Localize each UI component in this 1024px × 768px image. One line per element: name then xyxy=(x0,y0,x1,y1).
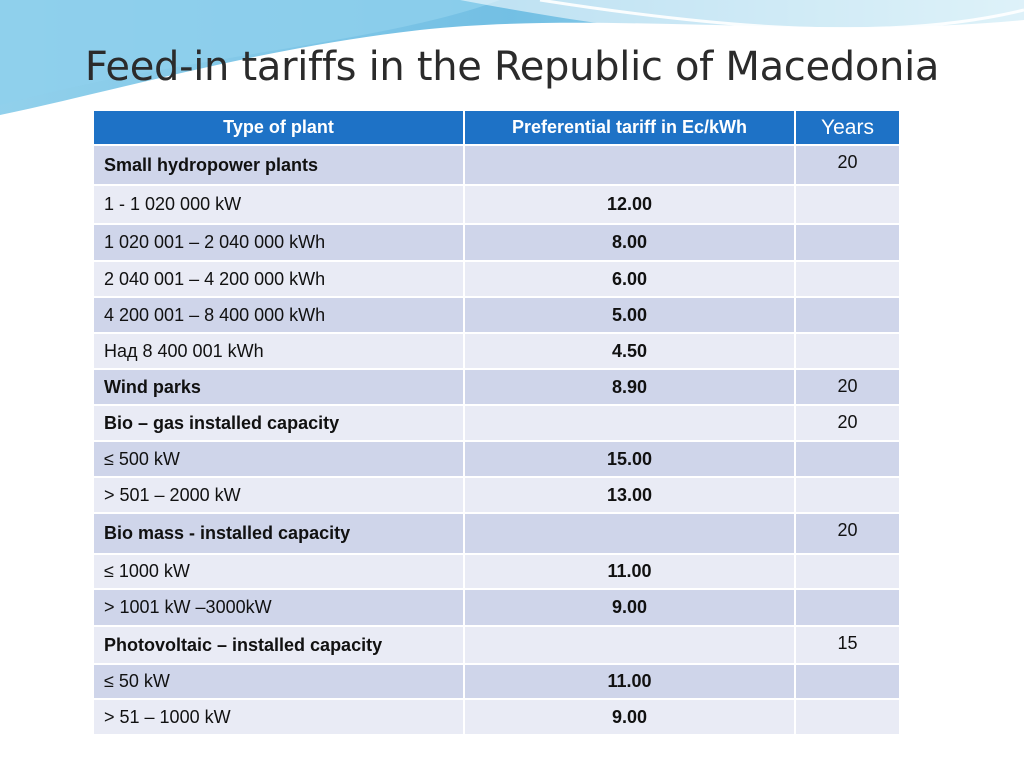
years-cell xyxy=(794,698,901,736)
tariff-cell: 11.00 xyxy=(463,553,796,590)
plant-type-cell: ≤ 50 kW xyxy=(92,663,465,700)
plant-type-cell: 4 200 001 – 8 400 000 kWh xyxy=(92,296,465,334)
tariff-cell xyxy=(463,404,796,442)
years-cell xyxy=(794,184,901,225)
column-header-tariff: Preferential tariff in Ec/kWh xyxy=(463,109,796,146)
header-wave-decoration xyxy=(0,0,1024,121)
years-cell xyxy=(794,440,901,478)
table-row: Small hydropower plants 20 xyxy=(92,144,901,186)
plant-type-cell: Над 8 400 001 kWh xyxy=(92,332,465,370)
plant-type-cell: Wind parks xyxy=(92,368,465,406)
tariff-cell: 13.00 xyxy=(463,476,796,514)
plant-type-cell: Small hydropower plants xyxy=(92,144,465,186)
column-header-years: Years xyxy=(794,109,901,146)
table-row: 4 200 001 – 8 400 000 kWh 5.00 xyxy=(92,296,901,334)
years-cell: 20 xyxy=(794,512,901,555)
tariff-cell: 8.00 xyxy=(463,223,796,262)
table-row: > 501 – 2000 kW 13.00 xyxy=(92,476,901,514)
tariff-cell: 9.00 xyxy=(463,588,796,627)
years-cell: 15 xyxy=(794,625,901,665)
tariff-cell: 5.00 xyxy=(463,296,796,334)
years-cell xyxy=(794,588,901,627)
plant-type-cell: ≤ 500 kW xyxy=(92,440,465,478)
plant-type-cell: > 501 – 2000 kW xyxy=(92,476,465,514)
years-cell xyxy=(794,663,901,700)
tariff-cell: 15.00 xyxy=(463,440,796,478)
plant-type-cell: > 1001 kW –3000kW xyxy=(92,588,465,627)
table-row: 1 020 001 – 2 040 000 kWh 8.00 xyxy=(92,223,901,262)
tariff-cell: 9.00 xyxy=(463,698,796,736)
tariff-table: Type of plant Preferential tariff in Ec/… xyxy=(92,109,901,736)
table-row: 2 040 001 – 4 200 000 kWh 6.00 xyxy=(92,260,901,298)
years-cell xyxy=(794,296,901,334)
plant-type-cell: 2 040 001 – 4 200 000 kWh xyxy=(92,260,465,298)
tariff-cell: 11.00 xyxy=(463,663,796,700)
table-row: > 51 – 1000 kW 9.00 xyxy=(92,698,901,736)
years-cell xyxy=(794,223,901,262)
plant-type-cell: Photovoltaic – installed capacity xyxy=(92,625,465,665)
tariff-cell xyxy=(463,625,796,665)
years-cell: 20 xyxy=(794,404,901,442)
table-row: ≤ 1000 kW 11.00 xyxy=(92,553,901,590)
table-row: Wind parks 8.90 20 xyxy=(92,368,901,406)
tariff-cell: 12.00 xyxy=(463,184,796,225)
table-body: Small hydropower plants 20 1 - 1 020 000 k… xyxy=(92,144,901,736)
table-row: Bio mass - installed capacity 20 xyxy=(92,512,901,555)
plant-type-cell: ≤ 1000 kW xyxy=(92,553,465,590)
table-row: 1 - 1 020 000 kW 12.00 xyxy=(92,184,901,225)
table-header-row: Type of plant Preferential tariff in Ec/… xyxy=(92,109,901,146)
table-row: > 1001 kW –3000kW 9.00 xyxy=(92,588,901,627)
years-cell xyxy=(794,260,901,298)
plant-type-cell: 1 020 001 – 2 040 000 kWh xyxy=(92,223,465,262)
years-cell xyxy=(794,332,901,370)
tariff-cell xyxy=(463,144,796,186)
table-row: ≤ 50 kW 11.00 xyxy=(92,663,901,700)
column-header-type: Type of plant xyxy=(92,109,465,146)
years-cell xyxy=(794,476,901,514)
tariff-cell xyxy=(463,512,796,555)
years-cell: 20 xyxy=(794,368,901,406)
tariff-cell: 6.00 xyxy=(463,260,796,298)
page-title: Feed-in tariffs in the Republic of Maced… xyxy=(84,44,940,90)
plant-type-cell: Bio mass - installed capacity xyxy=(92,512,465,555)
plant-type-cell: > 51 – 1000 kW xyxy=(92,698,465,736)
tariff-cell: 4.50 xyxy=(463,332,796,370)
years-cell: 20 xyxy=(794,144,901,186)
table-row: Bio – gas installed capacity 20 xyxy=(92,404,901,442)
plant-type-cell: 1 - 1 020 000 kW xyxy=(92,184,465,225)
table-row: ≤ 500 kW 15.00 xyxy=(92,440,901,478)
table-row: Над 8 400 001 kWh 4.50 xyxy=(92,332,901,370)
years-cell xyxy=(794,553,901,590)
table-row: Photovoltaic – installed capacity 15 xyxy=(92,625,901,665)
plant-type-cell: Bio – gas installed capacity xyxy=(92,404,465,442)
tariff-cell: 8.90 xyxy=(463,368,796,406)
